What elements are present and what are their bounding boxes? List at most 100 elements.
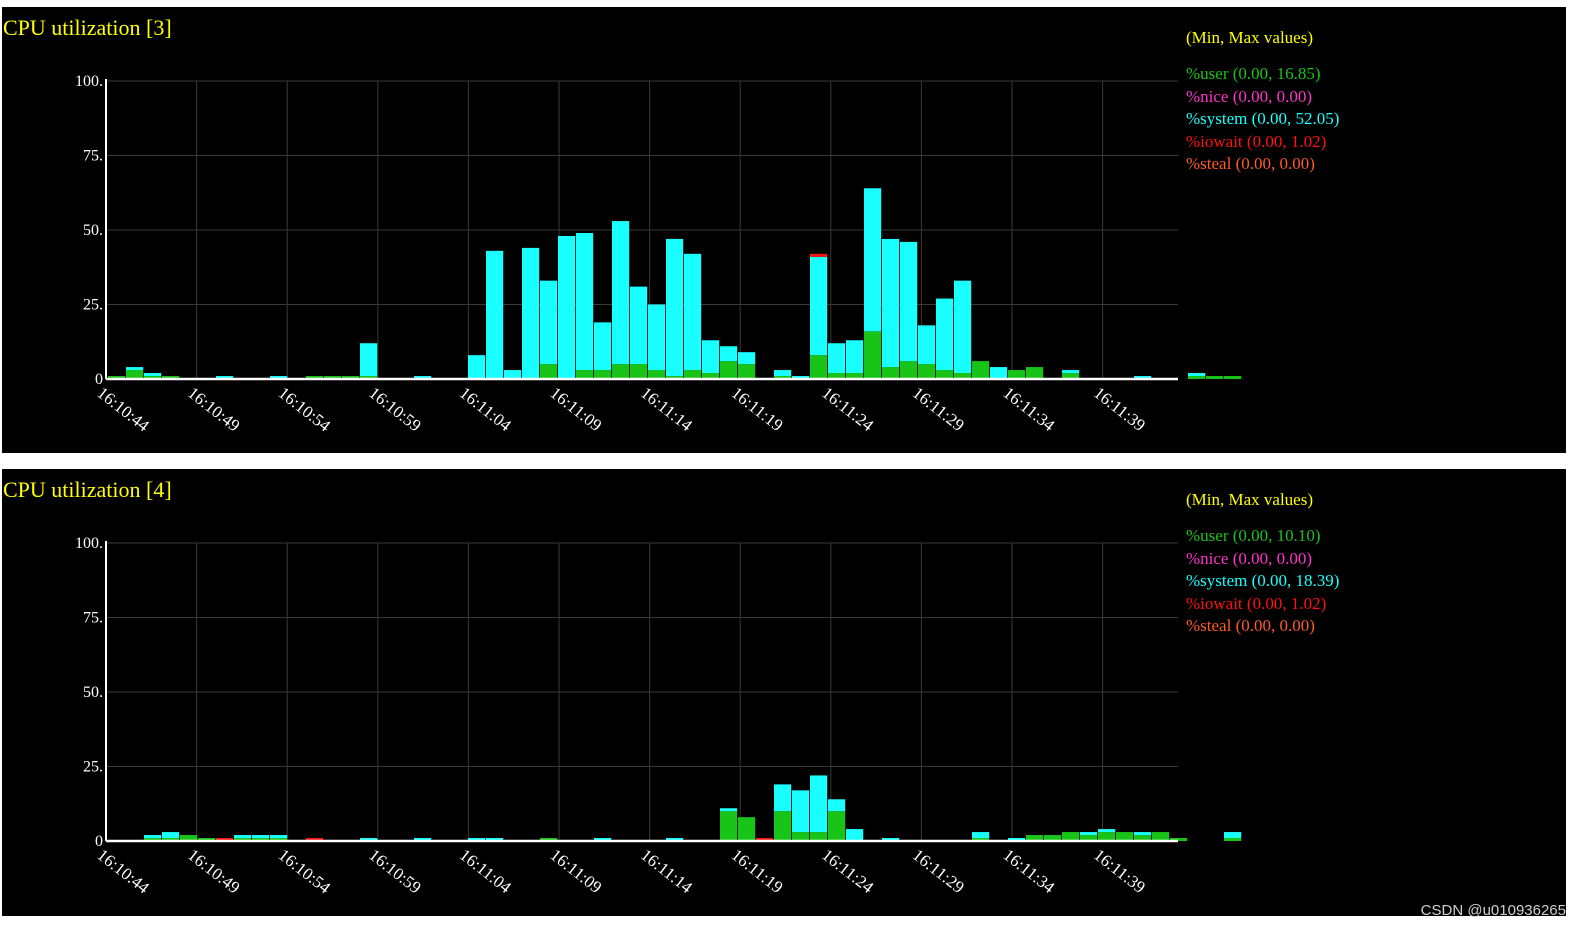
legend-item-iowait: %iowait (0.00, 1.02): [1186, 131, 1327, 151]
bar-user: [864, 331, 882, 379]
bar-user: [162, 376, 180, 379]
bar-system: [666, 238, 684, 377]
bar-system: [576, 232, 594, 371]
bar-user: [846, 373, 864, 379]
x-tick-label: 16:10:54: [275, 383, 335, 435]
y-tick-label: 75.: [83, 148, 103, 165]
x-tick-label: 16:11:14: [637, 845, 696, 897]
bar-user: [810, 832, 828, 841]
bar-system: [648, 304, 666, 371]
bar-system: [144, 835, 162, 839]
bar-system: [630, 286, 648, 365]
legend-item-system: %system (0.00, 52.05): [1186, 109, 1340, 129]
bar-system: [270, 835, 288, 839]
bar-system: [234, 835, 252, 839]
bar-user: [1206, 376, 1224, 379]
x-tick-label: 16:11:04: [456, 845, 515, 897]
bar-system: [882, 838, 900, 841]
bar-system: [774, 370, 792, 377]
bar-system: [990, 367, 1008, 379]
bar-user: [702, 373, 720, 379]
cpu-chart-panel-4: CPU utilization [4] 100. 75. 50. 25. 0 16:10:…: [2, 469, 1566, 916]
bar-system: [360, 838, 378, 841]
bar-system: [270, 376, 288, 379]
bar-system: [216, 376, 234, 379]
x-tick-label: 16:11:24: [818, 383, 877, 435]
bar-system: [828, 799, 846, 812]
bar-system: [828, 343, 846, 374]
bar-system: [522, 247, 540, 379]
bar-system: [1080, 832, 1098, 836]
bar-user: [882, 367, 900, 379]
bar-system: [702, 340, 720, 374]
bar-system: [414, 376, 432, 379]
bar-system: [954, 280, 972, 374]
x-tick-label: 16:11:09: [547, 845, 606, 897]
bar-user: [684, 370, 702, 379]
bar-system: [540, 280, 558, 365]
bar-user: [972, 838, 990, 841]
bar-system: [792, 376, 810, 379]
bar-user: [738, 364, 756, 379]
x-tick-label: 16:10:49: [184, 845, 243, 897]
bar-user: [1044, 835, 1062, 841]
bar-system: [1008, 838, 1026, 841]
bar-user: [1008, 370, 1026, 379]
x-tick-label: 16:11:39: [1090, 845, 1149, 897]
bar-iowait: [810, 253, 828, 257]
bar-system: [414, 838, 432, 841]
chart-legend: (Min, Max values) %user (0.00, 16.85) %n…: [1186, 27, 1339, 175]
bar-system: [720, 808, 738, 812]
bar-user: [198, 838, 216, 841]
bar-system: [486, 838, 504, 841]
bar-system: [468, 838, 486, 841]
bar-user: [1116, 832, 1134, 841]
bar-system: [810, 775, 828, 833]
x-tick-label: 16:11:34: [1000, 845, 1059, 897]
bar-system: [666, 838, 684, 841]
bar-user: [1170, 838, 1188, 841]
x-tick-label: 16:11:24: [818, 845, 877, 897]
legend-item-iowait: %iowait (0.00, 1.02): [1186, 593, 1327, 613]
bar-system: [882, 238, 900, 368]
chart-plot: 100. 75. 50. 25. 016:10:44 16:10:49 16:10:54 16…: [75, 73, 1242, 436]
bar-iowait: [216, 838, 234, 841]
y-tick-label: 50.: [83, 222, 103, 239]
bar-user: [576, 370, 594, 379]
bar-system: [738, 352, 756, 365]
bar-system: [612, 221, 630, 365]
bar-system: [468, 355, 486, 379]
bar-system: [1134, 376, 1152, 379]
x-tick-label: 16:10:54: [275, 845, 335, 897]
bar-user: [162, 838, 180, 841]
bar-user: [936, 370, 954, 379]
bar-user: [144, 838, 162, 841]
bar-system: [252, 835, 270, 839]
legend-item-nice: %nice (0.00, 0.00): [1186, 86, 1313, 106]
bar-system: [162, 832, 180, 839]
x-tick-label: 16:11:34: [1000, 383, 1059, 435]
bar-user: [252, 838, 270, 841]
bar-user: [270, 838, 288, 841]
chart-title: CPU utilization [3]: [3, 15, 172, 40]
bar-system: [792, 790, 810, 833]
bar-user: [738, 817, 756, 841]
bar-system: [936, 298, 954, 371]
x-tick-label: 16:10:59: [365, 383, 424, 435]
bar-user: [918, 364, 936, 379]
bar-user: [342, 376, 360, 379]
bar-system: [918, 325, 936, 365]
bar-iowait: [756, 838, 774, 841]
y-tick-label: 25.: [83, 759, 103, 776]
y-tick-label: 0: [95, 371, 103, 388]
bar-user: [1026, 367, 1044, 379]
bar-user: [666, 376, 684, 379]
x-tick-label: 16:10:44: [94, 845, 154, 897]
bar-user: [1224, 376, 1242, 379]
y-tick-label: 100.: [75, 535, 103, 552]
bar-user: [828, 811, 846, 841]
bar-user: [180, 835, 198, 841]
bar-system: [558, 235, 576, 379]
bar-user: [1188, 376, 1206, 379]
chart-legend: (Min, Max values) %user (0.00, 10.10) %n…: [1186, 489, 1339, 637]
